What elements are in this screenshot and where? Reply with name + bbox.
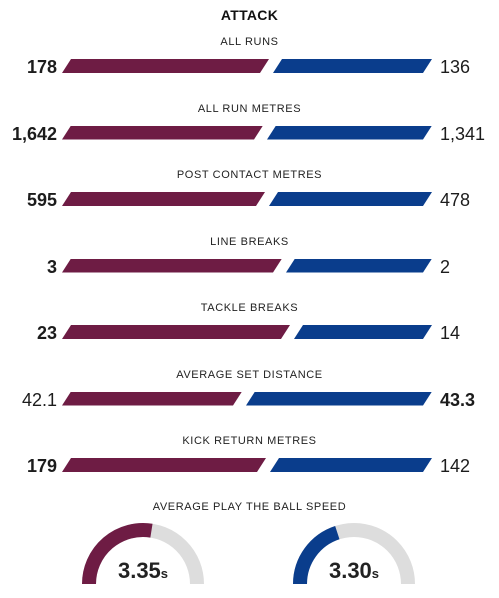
section-title: ATTACK	[220, 7, 279, 23]
away-bar	[246, 392, 432, 406]
stat-label: ALL RUN METRES	[197, 102, 302, 115]
away-bar	[267, 126, 432, 140]
away-play-the-ball-gauge: 3.30s	[289, 520, 419, 590]
away-value: 14	[440, 323, 461, 343]
stat-label: LINE BREAKS	[210, 235, 289, 248]
stat-average-set-distance: AVERAGE SET DISTANCE 42.1 43.3	[0, 369, 499, 429]
home-bar	[62, 259, 282, 273]
stat-label: KICK RETURN METRES	[182, 435, 317, 447]
away-value: 142	[440, 456, 471, 476]
away-value: 1,341	[440, 123, 486, 144]
comparison-bar	[62, 458, 432, 472]
stat-label: AVERAGE SET DISTANCE	[176, 368, 323, 381]
home-play-the-ball-value: 3.35s	[117, 558, 169, 583]
comparison-bar	[62, 126, 432, 140]
stat-all-runs: ALL RUNS 178 136	[0, 36, 499, 96]
away-play-the-ball-value: 3.30s	[328, 558, 380, 583]
home-value: 595	[26, 190, 57, 210]
stat-line-breaks: LINE BREAKS 3 2	[0, 236, 499, 296]
comparison-bar	[62, 392, 432, 406]
play-the-ball-title: AVERAGE PLAY THE BALL SPEED	[152, 501, 347, 513]
home-gauge-fill	[82, 523, 153, 585]
home-bar	[62, 392, 242, 406]
home-bar	[62, 458, 266, 472]
comparison-bar	[62, 259, 432, 273]
home-value: 179	[26, 456, 57, 476]
home-value: 42.1	[21, 389, 57, 410]
away-bar	[294, 325, 432, 339]
stat-label: ALL RUNS	[220, 36, 279, 48]
home-bar	[62, 126, 263, 140]
home-bar	[62, 59, 269, 73]
away-value: 2	[440, 256, 451, 277]
home-play-the-ball-gauge: 3.35s	[78, 520, 208, 590]
stat-label: POST CONTACT METRES	[176, 169, 323, 181]
away-value: 478	[440, 190, 471, 210]
home-value: 178	[26, 57, 57, 77]
home-bar	[62, 192, 265, 206]
comparison-bar	[62, 192, 432, 206]
away-bar	[273, 59, 432, 73]
stat-label: TACKLE BREAKS	[200, 302, 299, 314]
comparison-bar	[62, 325, 432, 339]
home-value: 1,642	[11, 123, 57, 144]
stat-post-contact-metres: POST CONTACT METRES 595 478	[0, 169, 499, 229]
away-gauge-fill	[293, 525, 340, 585]
away-value: 43.3	[440, 389, 476, 410]
home-value: 3	[46, 256, 57, 277]
stat-all-run-metres: ALL RUN METRES 1,642 1,341	[0, 103, 499, 163]
away-bar	[269, 192, 432, 206]
away-bar	[286, 259, 432, 273]
home-bar	[62, 325, 290, 339]
stat-tackle-breaks: TACKLE BREAKS 23 14	[0, 302, 499, 362]
comparison-bar	[62, 59, 432, 73]
away-value: 136	[440, 57, 471, 77]
away-bar	[270, 458, 432, 472]
stat-kick-return-metres: KICK RETURN METRES 179 142	[0, 435, 499, 495]
home-value: 23	[36, 323, 57, 343]
